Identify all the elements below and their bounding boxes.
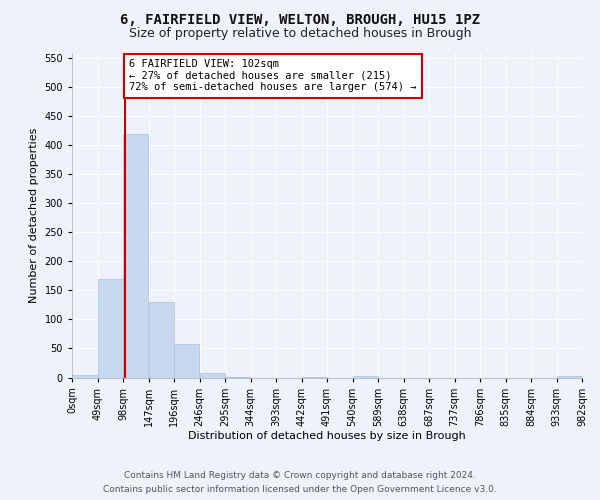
Text: Size of property relative to detached houses in Brough: Size of property relative to detached ho… [129, 28, 471, 40]
Text: 6 FAIRFIELD VIEW: 102sqm
← 27% of detached houses are smaller (215)
72% of semi-: 6 FAIRFIELD VIEW: 102sqm ← 27% of detach… [129, 59, 417, 92]
Bar [72, 374, 97, 378]
Bar [123, 134, 148, 378]
Text: 6, FAIRFIELD VIEW, WELTON, BROUGH, HU15 1PZ: 6, FAIRFIELD VIEW, WELTON, BROUGH, HU15 … [120, 12, 480, 26]
Bar [557, 376, 582, 378]
Bar [302, 377, 327, 378]
Bar [353, 376, 378, 378]
Bar [149, 302, 174, 378]
Bar [225, 377, 250, 378]
X-axis label: Distribution of detached houses by size in Brough: Distribution of detached houses by size … [188, 432, 466, 442]
Bar [200, 374, 225, 378]
Y-axis label: Number of detached properties: Number of detached properties [29, 128, 39, 302]
Bar [174, 344, 199, 378]
Text: Contains HM Land Registry data © Crown copyright and database right 2024.
Contai: Contains HM Land Registry data © Crown c… [103, 472, 497, 494]
Bar [98, 279, 123, 378]
